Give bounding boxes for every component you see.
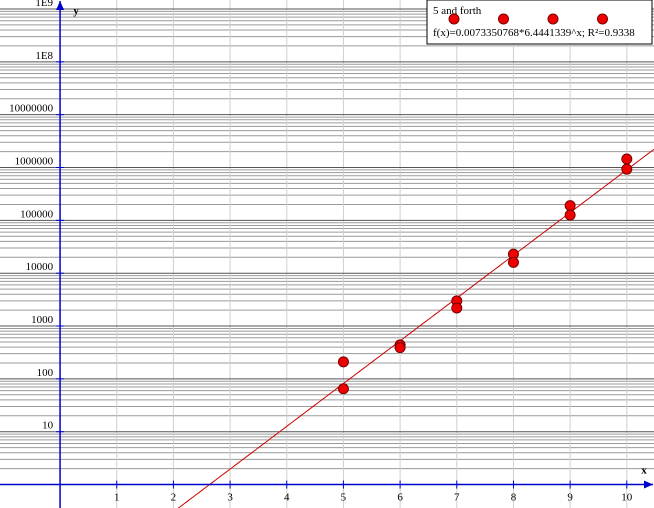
y-tick-label: 1000	[31, 314, 54, 326]
x-tick-label: 6	[397, 492, 403, 504]
point	[564, 209, 576, 221]
x-axis-label: x	[641, 465, 647, 477]
y-tick-label: 100	[37, 367, 54, 379]
legend-box	[426, 0, 653, 45]
legend: 5 and forth f(x)=0.0073350768*6.4441339^x…	[426, 0, 653, 45]
y-axis-label: y	[73, 5, 79, 17]
legend-label: 5 and forth	[433, 5, 482, 17]
x-tick-label: 2	[171, 492, 177, 504]
point	[451, 302, 463, 314]
legend-marker	[498, 13, 509, 25]
x-tick-label: 5	[341, 492, 347, 504]
point	[337, 356, 349, 368]
x-tick-label: 1	[114, 492, 120, 504]
x-tick-label: 8	[511, 492, 517, 504]
x-tick-label: 10	[621, 492, 633, 504]
trendline-label: f(x)=0.0073350768*6.4441339^x; R²=0.9338	[433, 27, 635, 39]
y-tick-label: 1E8	[35, 50, 53, 62]
x-tick-label: 4	[284, 492, 290, 504]
y-tick-label: 1000000	[15, 156, 54, 168]
x-tick-label: 3	[227, 492, 233, 504]
y-tick-label: 10000000	[9, 103, 54, 115]
y-tick-label: 10000	[26, 261, 54, 273]
point	[621, 163, 633, 175]
legend-marker	[448, 13, 460, 25]
legend-marker	[597, 13, 608, 25]
point	[564, 200, 576, 212]
point	[621, 153, 633, 165]
legend-marker	[547, 13, 559, 25]
y-axis-arrow	[56, 1, 65, 10]
x-axis-arrow	[644, 480, 653, 489]
y-tick-label: 100000	[20, 208, 54, 220]
trend-line	[177, 148, 654, 508]
plot	[177, 148, 654, 508]
x-tick-label: 7	[454, 492, 460, 504]
point	[394, 342, 406, 354]
y-tick-label: 10	[42, 420, 54, 432]
y-tick-label: 1E9	[35, 0, 53, 9]
point	[507, 256, 519, 268]
x-tick-label: 9	[567, 492, 573, 504]
point	[337, 383, 349, 395]
